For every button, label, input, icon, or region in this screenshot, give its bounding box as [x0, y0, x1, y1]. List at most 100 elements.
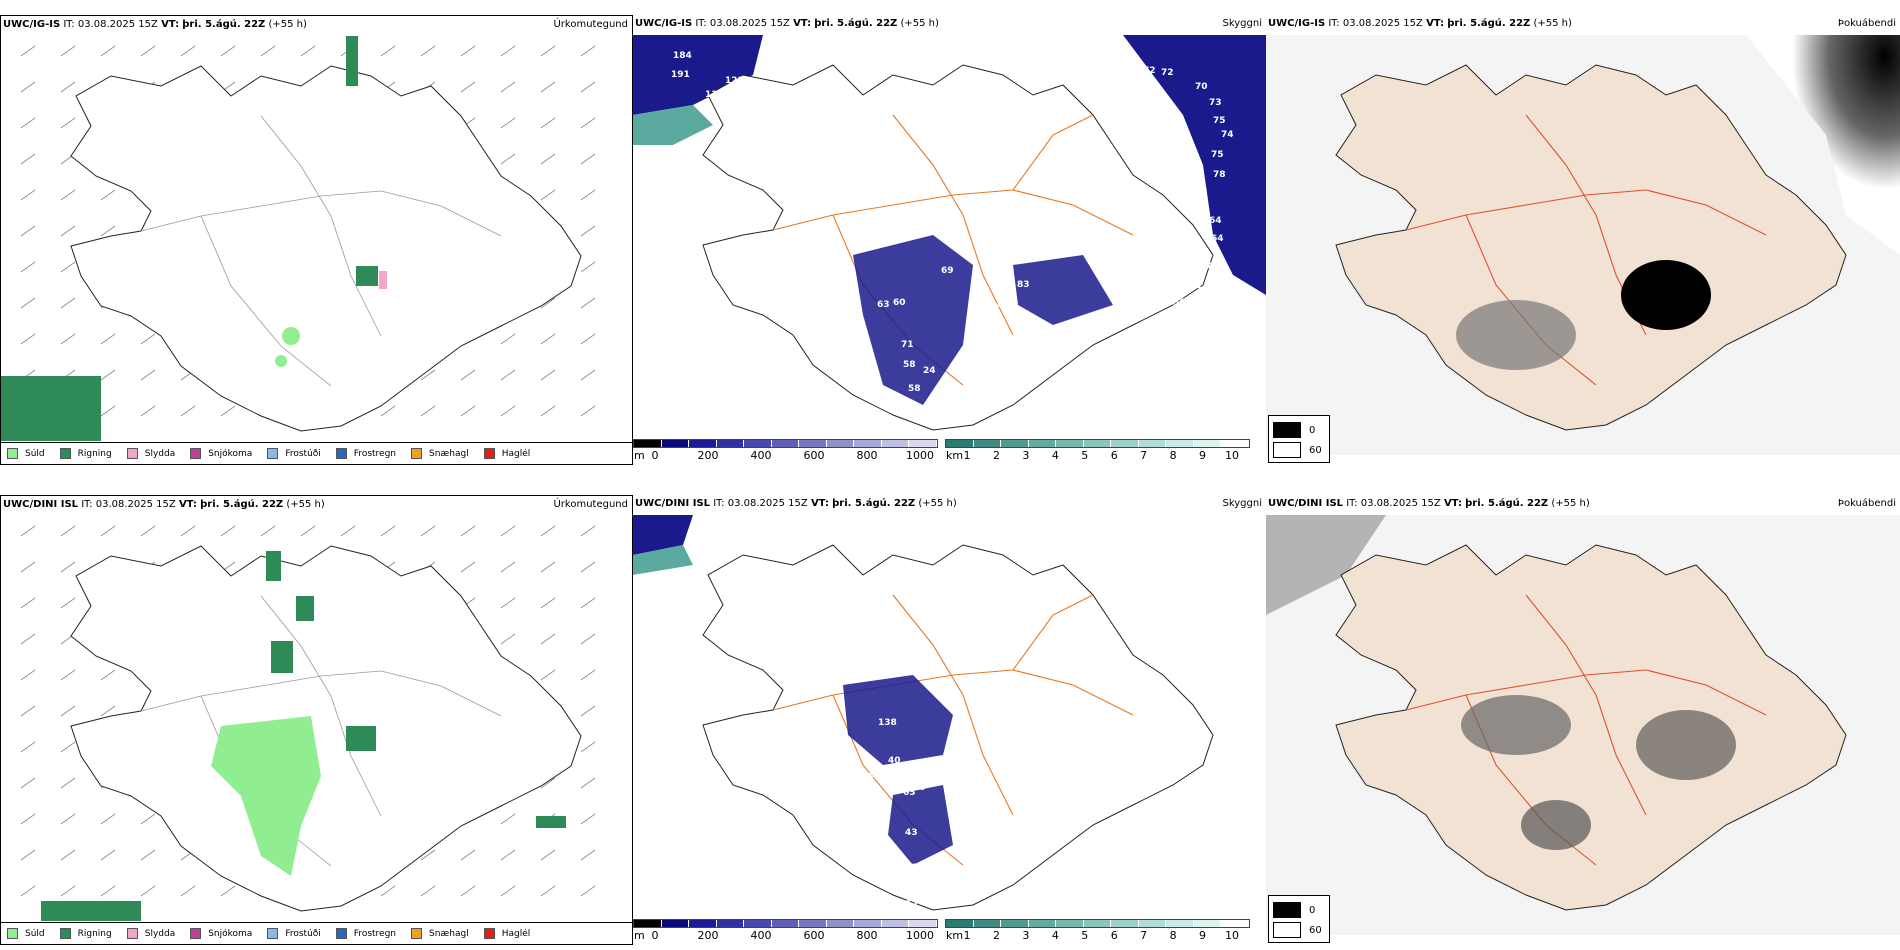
colorbar-tick: 7 [1140, 929, 1148, 942]
legend-label: Snjókoma [208, 448, 253, 459]
wind-barb [20, 561, 36, 573]
colorbar-tick: 7 [1140, 449, 1148, 462]
legend-label: Frostúði [285, 928, 321, 939]
wind-barb [60, 333, 76, 345]
cloud-base-label: 66 [869, 770, 882, 780]
cloud-base-label: 64 [1211, 234, 1224, 244]
cloud-base-label: 58 [903, 360, 916, 370]
wind-barb [380, 45, 396, 57]
wind-barb [180, 525, 196, 537]
wind-barb [540, 561, 556, 573]
wind-barb [460, 561, 476, 573]
wind-barb [540, 525, 556, 537]
wind-barb [20, 189, 36, 201]
fog-map [1266, 35, 1900, 455]
wind-barb [340, 525, 356, 537]
wind-barb [380, 405, 396, 417]
colorbar-tick: 3 [1022, 929, 1030, 942]
colorbar-tick: 1000 [906, 449, 934, 462]
drizzle-area [211, 716, 321, 876]
wind-barb [60, 849, 76, 861]
wind-barb [20, 669, 36, 681]
cloud-base-label: 88 [758, 58, 771, 68]
wind-barb [500, 561, 516, 573]
fog-dark-patch [1621, 260, 1711, 330]
wind-barb [540, 81, 556, 93]
colorbar-tick: 6 [1110, 449, 1118, 462]
wind-barb [540, 333, 556, 345]
low-cloud-south [843, 675, 953, 765]
wind-barb [60, 669, 76, 681]
colorbar-tick: 600 [803, 449, 825, 462]
panel-title: Þokuábendi [1837, 18, 1896, 29]
iceland-coastline [702, 64, 1214, 431]
wind-barb [100, 849, 116, 861]
wind-barb [20, 117, 36, 129]
iceland-coastline [70, 65, 582, 432]
cloud-base-label: 76 [1201, 262, 1214, 272]
fog-grey-patch [1521, 800, 1591, 850]
rain-spot [296, 596, 314, 621]
panel-header: UWC/DINI ISL IT: 03.08.2025 15Z VT: þri.… [1268, 498, 1590, 509]
drizzle-spot [282, 327, 300, 345]
legend-label: Slydda [144, 928, 176, 939]
wind-barb [100, 405, 116, 417]
colorbar [945, 439, 1250, 448]
wind-barb [580, 849, 596, 861]
legend-item: Snæhagl [411, 448, 469, 459]
wind-barb [460, 525, 476, 537]
legend-item: Haglél [483, 928, 530, 939]
wind-barb [140, 849, 156, 861]
wind-barb [180, 405, 196, 417]
cloud-base-label: 86 [1017, 310, 1030, 320]
cloud-base-label: 71 [901, 340, 914, 350]
legend-item: Slydda [126, 448, 175, 459]
wind-barb [580, 333, 596, 345]
wind-barb [20, 297, 36, 309]
panel-header: UWC/IG-IS IT: 03.08.2025 15Z VT: þri. 5.… [635, 18, 939, 29]
wind-barb [100, 885, 116, 897]
legend-item: Snjókoma [190, 928, 252, 939]
wind-barb [580, 297, 596, 309]
legend-item: Frostregn [335, 928, 396, 939]
colorbar-tick: 400 [750, 449, 772, 462]
wind-barb [20, 333, 36, 345]
wind-barb [20, 777, 36, 789]
wind-barb [580, 669, 596, 681]
sleet-spot [379, 271, 387, 289]
legend-swatch [7, 928, 18, 939]
cloud-base-label: 74 [1221, 130, 1234, 140]
cloud-base-label: 64 [1209, 216, 1222, 226]
legend-swatch [335, 928, 347, 939]
panel-title: Þokuábendi [1837, 498, 1896, 509]
colorbar-tick: 400 [750, 929, 772, 942]
cloud-base-label: 69 [941, 266, 954, 276]
legend-swatch [7, 448, 18, 459]
legend-swatch [59, 448, 71, 459]
precip-type-panel-dini: UWC/DINI ISL IT: 03.08.2025 15Z VT: þri.… [0, 495, 633, 945]
wind-barb [140, 885, 156, 897]
wind-barb [420, 849, 436, 861]
precip-map [20, 525, 596, 921]
ocean-northwest [633, 35, 763, 115]
wind-barb [100, 225, 116, 237]
legend-swatch [411, 448, 423, 459]
cloud-base-label: 60 [893, 298, 906, 308]
cloud-base-label: 184 [673, 51, 692, 61]
cloud-base-label: 66 [997, 300, 1010, 310]
wind-barb [60, 225, 76, 237]
cloud-base-label: 24 [923, 366, 936, 376]
wind-barb [420, 45, 436, 57]
cloud-base-label: 70 [933, 398, 946, 408]
rain-spot [536, 816, 566, 828]
wind-barb [100, 813, 116, 825]
rain-southwest [1, 376, 101, 441]
wind-barb [500, 849, 516, 861]
colorbar-tick: 6 [1110, 929, 1118, 942]
legend-label: Snæhagl [429, 928, 469, 939]
cloud-base-label: 72 [1143, 66, 1156, 76]
wind-barb [300, 525, 316, 537]
wind-barb [460, 45, 476, 57]
cloud-base-label: 138 [878, 718, 897, 728]
